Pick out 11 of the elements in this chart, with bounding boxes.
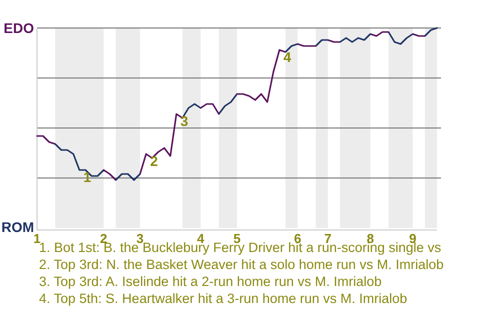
annotation: 2 [150, 153, 158, 169]
text: 2. Top 3rd: N. the Basket Weaver hit a solo home run vs M. Imrialob [39, 257, 444, 272]
annotation: 3 [180, 113, 188, 129]
text: 3. Top 3rd: A. Iselinde hit a 2-run home run vs M. Imrialob [39, 274, 382, 289]
text: EDO [4, 20, 34, 36]
annotation: 4 [283, 49, 292, 65]
x-tick-label: 1 [33, 231, 41, 246]
text: ROM [1, 219, 34, 235]
annotation: 1 [83, 169, 92, 185]
x-tick-label: 3 [136, 231, 144, 246]
text: 4. Top 5th: S. Heartwalker hit a 3-run home run vs M. Imrialob [39, 291, 408, 306]
